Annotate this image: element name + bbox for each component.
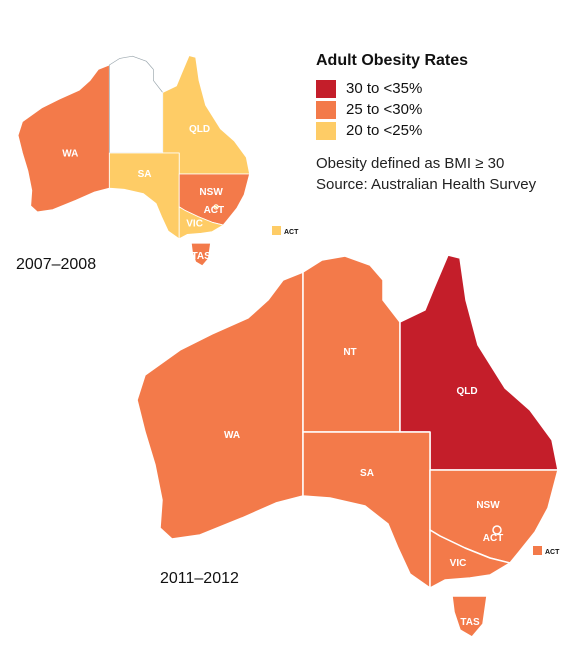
- period-label-2007-2008: 2007–2008: [16, 256, 97, 273]
- legend-title: Adult Obesity Rates: [316, 52, 469, 69]
- act-key-swatch: [533, 546, 542, 555]
- state-label-nsw: NSW: [476, 500, 500, 511]
- state-label-sa: SA: [360, 468, 374, 479]
- legend-item-30-35: 30 to <35%: [316, 78, 566, 99]
- state-wa: [17, 64, 110, 213]
- australia-map-2011–2012: [136, 254, 559, 638]
- legend: Adult Obesity Rates 30 to <35% 25 to <30…: [316, 52, 566, 195]
- period-label-2011-2012: 2011–2012: [160, 570, 239, 587]
- state-wa: [136, 271, 304, 540]
- state-label-tas: TAS: [192, 251, 212, 262]
- legend-label-25-30: 25 to <30%: [346, 101, 423, 118]
- state-act: [492, 525, 502, 535]
- act-key-label: ACT: [545, 549, 560, 556]
- state-label-wa: WA: [224, 430, 240, 441]
- act-key-label: ACT: [284, 229, 299, 236]
- state-label-nsw: NSW: [199, 187, 223, 198]
- state-label-wa: WA: [62, 148, 78, 159]
- legend-swatch-20-25: [316, 121, 336, 140]
- legend-item-25-30: 25 to <30%: [316, 99, 566, 120]
- state-label-tas: TAS: [460, 617, 480, 628]
- state-sa: [302, 431, 431, 589]
- legend-label-20-25: 20 to <25%: [346, 122, 423, 139]
- act-key-swatch: [272, 226, 281, 235]
- state-label-qld: QLD: [456, 386, 477, 397]
- state-nt: [302, 255, 401, 433]
- legend-notes: Obesity defined as BMI ≥ 30 Source: Aust…: [316, 153, 566, 195]
- state-label-qld: QLD: [189, 124, 210, 135]
- state-tas: [190, 242, 211, 267]
- source-note: Source: Australian Health Survey: [316, 176, 537, 193]
- state-tas: [451, 595, 488, 638]
- obesity-definition-note: Obesity defined as BMI ≥ 30: [316, 155, 505, 172]
- australia-map-2007–2008: [17, 55, 251, 267]
- state-act: [213, 204, 219, 210]
- state-label-sa: SA: [138, 169, 152, 180]
- state-label-vic: VIC: [450, 558, 467, 569]
- state-label-act: ACT: [204, 205, 225, 216]
- state-label-nt: NT: [343, 347, 356, 358]
- legend-item-20-25: 20 to <25%: [316, 120, 566, 141]
- state-label-vic: VIC: [186, 219, 203, 230]
- legend-label-30-35: 30 to <35%: [346, 80, 423, 97]
- legend-swatch-25-30: [316, 100, 336, 119]
- legend-swatch-30-35: [316, 79, 336, 98]
- state-label-act: ACT: [483, 533, 504, 544]
- state-sa: [108, 152, 180, 240]
- state-vic: [178, 206, 224, 240]
- state-vic: [429, 529, 511, 589]
- state-nt: [109, 55, 164, 154]
